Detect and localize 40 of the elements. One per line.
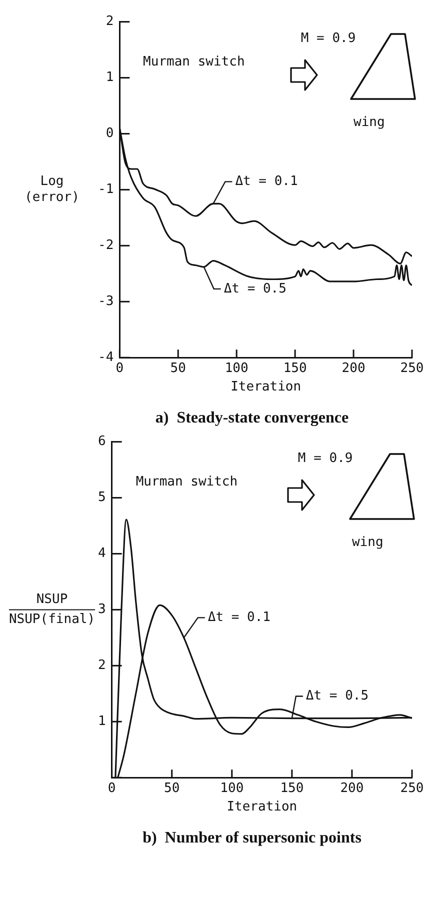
annotation: M = 0.9 (298, 450, 353, 466)
y-tick-label: -2 (98, 238, 114, 254)
y-tick-label: 1 (98, 714, 106, 730)
x-tick-label: 200 (340, 780, 364, 796)
x-tick-label: 250 (400, 360, 424, 376)
x-tick-label: 100 (220, 780, 244, 796)
y-tick-label: 2 (106, 14, 114, 30)
x-tick-label: 200 (342, 360, 366, 376)
text: a) Steady-state convergence (155, 410, 349, 427)
y-tick-label: 2 (98, 658, 106, 674)
annotation: Murman switch (136, 474, 238, 490)
x-tick-label: 100 (224, 360, 248, 376)
text: Δt = 0.1 (208, 610, 270, 626)
x-axis-title: Iteration (230, 379, 302, 394)
y-tick-label: 0 (106, 126, 114, 142)
y-axis-title: NSUP NSUP(final) (8, 592, 96, 628)
annotation: wing (354, 114, 385, 130)
annotation: M = 0.9 (300, 30, 356, 46)
x-tick-label: 0 (116, 360, 124, 376)
series-label: Δt = 0.5 (224, 281, 286, 296)
y-axis-title: Log (error) (24, 174, 80, 206)
x-axis-title: Iteration (226, 799, 298, 814)
y-tick-label: -1 (98, 182, 114, 198)
annotation: Murman switch (143, 54, 245, 70)
series-label: Δt = 0.5 (306, 688, 369, 704)
y-tick-label: -3 (98, 294, 114, 310)
x-tick-label: 50 (164, 780, 180, 796)
y-tick-label: 1 (106, 70, 114, 86)
text: b) Number of supersonic points (142, 830, 362, 847)
x-tick-label: 50 (170, 360, 186, 376)
y-tick-label: 3 (98, 602, 106, 618)
annotation: wing (352, 534, 384, 550)
x-tick-label: 150 (283, 360, 307, 376)
x-tick-label: 150 (280, 780, 304, 796)
x-tick-label: 250 (400, 780, 424, 796)
y-tick-label: 6 (98, 434, 106, 450)
series-label: Δt = 0.1 (235, 174, 298, 190)
y-tick-label: 5 (98, 490, 106, 506)
y-tick-label: 4 (98, 546, 106, 562)
y-tick-label: -4 (98, 350, 114, 365)
